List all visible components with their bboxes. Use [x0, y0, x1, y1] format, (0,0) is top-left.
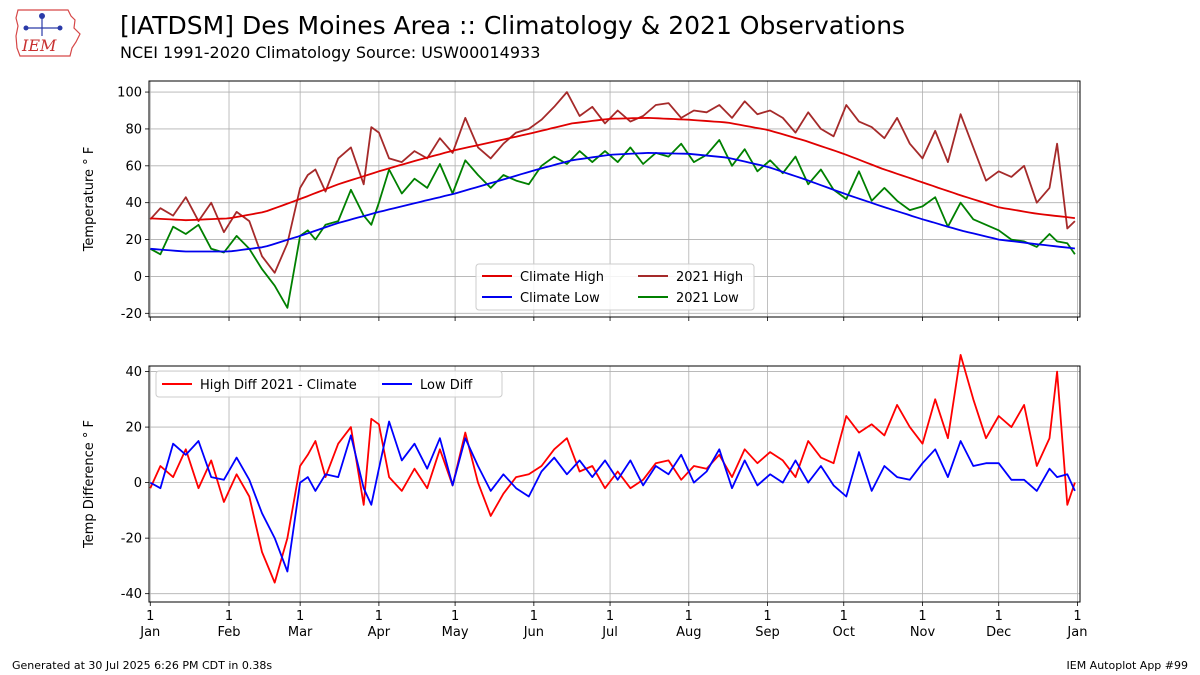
y-tick-label: -20: [121, 307, 142, 322]
series-climate-low: [150, 151, 1076, 253]
page-title: [IATDSM] Des Moines Area :: Climatology …: [120, 11, 906, 40]
iowa-state-outline: [15, 9, 81, 57]
y-tick-label: 0: [134, 270, 142, 285]
legend-box: [475, 263, 755, 311]
y-axis-label: Temperature ° F: [82, 147, 97, 253]
x-tick-label: Dec: [986, 625, 1011, 640]
legend-box: [155, 370, 503, 398]
temperature-panel: -20 0 20 40 60 80 100 Temperature ° F Climate Hi…: [82, 80, 1081, 322]
legend-label: Low Diff: [420, 378, 473, 393]
x-tick-label: 1: [995, 609, 1003, 624]
x-tick-label: 1: [451, 609, 459, 624]
y-tick-label: 80: [125, 122, 142, 137]
x-tick-label: Feb: [218, 625, 241, 640]
series-high-diff: [149, 353, 1076, 584]
y-tick-label: 0: [134, 476, 142, 491]
x-tick-label: 1: [375, 609, 383, 624]
x-tick-label: Mar: [288, 625, 313, 640]
x-tick-label: Jul: [601, 625, 618, 640]
x-tick-label: 1: [606, 609, 614, 624]
x-tick-label: 1: [840, 609, 848, 624]
x-tick-label: Apr: [368, 625, 391, 640]
x-tick-label: Sep: [755, 625, 780, 640]
x-tick-label: Aug: [676, 625, 701, 640]
x-tick-label: Jan: [1066, 625, 1087, 640]
series-2021-low: [149, 139, 1076, 309]
x-tick-label: 1: [225, 609, 233, 624]
generated-timestamp: Generated at 30 Jul 2025 6:26 PM CDT in …: [12, 659, 273, 672]
y-tick-label: 20: [125, 233, 142, 248]
x-tick-label: May: [442, 625, 469, 640]
x-tick-label: Nov: [910, 625, 936, 640]
series-2021-high: [149, 91, 1076, 274]
series-climate-high: [150, 117, 1076, 222]
y-tick-label: 40: [125, 196, 142, 211]
x-tick-label: 1: [1073, 609, 1081, 624]
legend-label: Climate High: [520, 270, 604, 285]
x-tick-label: Jun: [523, 625, 544, 640]
app-credit: IEM Autoplot App #99: [1066, 659, 1189, 672]
y-tick-label: 60: [125, 159, 142, 174]
iem-logo: IEM: [15, 9, 81, 57]
x-tick-label: 1: [146, 609, 154, 624]
y-tick-label: 20: [125, 421, 142, 436]
legend-difference: High Diff 2021 - Climate Low Diff: [155, 370, 503, 398]
y-tick-label: 100: [117, 86, 142, 101]
x-tick-label: 1: [763, 609, 771, 624]
x-tick-label: Oct: [833, 625, 855, 640]
x-tick-label: 1: [296, 609, 304, 624]
x-tick-label: 1: [685, 609, 693, 624]
plot-frame: [148, 80, 1081, 318]
difference-panel: 1Jan1Feb1Mar1Apr1May1Jun1Jul1Aug1Sep1Oct…: [82, 353, 1087, 640]
legend-label: 2021 Low: [676, 291, 739, 306]
plot-frame: [148, 365, 1081, 603]
logo-text: IEM: [21, 36, 57, 55]
x-tick-label: Jan: [139, 625, 160, 640]
series-low-diff: [149, 420, 1076, 573]
legend-temperature: Climate High Climate Low 2021 High 2021 Low: [475, 263, 755, 311]
y-tick-label: -20: [121, 532, 142, 547]
legend-label: 2021 High: [676, 270, 743, 285]
x-tick-label: 1: [530, 609, 538, 624]
x-tick-label: 1: [918, 609, 926, 624]
y-axis-label: Temp Difference ° F: [82, 420, 97, 549]
page-subtitle: NCEI 1991-2020 Climatology Source: USW00…: [120, 43, 541, 62]
y-tick-label: -40: [121, 587, 142, 602]
legend-label: Climate Low: [520, 291, 600, 306]
y-tick-label: 40: [125, 365, 142, 380]
legend-label: High Diff 2021 - Climate: [200, 378, 357, 393]
